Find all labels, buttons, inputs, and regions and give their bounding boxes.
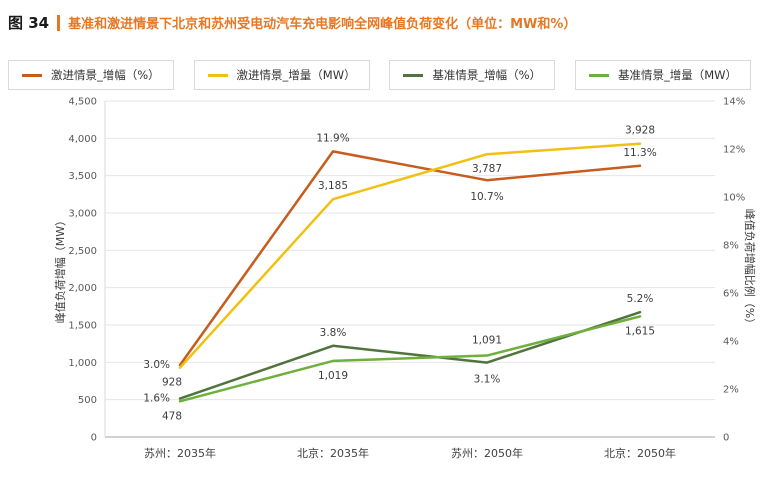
- right-tick-label: 0: [723, 433, 729, 444]
- left-tick-label: 3,000: [68, 209, 97, 220]
- right-tick-label: 12%: [723, 145, 745, 156]
- legend-label: 激进情景_增幅（%）: [51, 68, 160, 82]
- chart-legend: 激进情景_增幅（%） 激进情景_增量（MW） 基准情景_增幅（%） 基准情景_增…: [8, 60, 751, 90]
- legend-item-baseline-pct: 基准情景_增幅（%）: [389, 60, 556, 90]
- right-tick-label: 10%: [723, 193, 745, 204]
- data-label: 11.9%: [316, 132, 349, 144]
- right-tick-label: 8%: [723, 241, 739, 252]
- legend-swatch-aggressive-mw: [207, 73, 228, 77]
- right-axis-title: 峰值负荷增幅比例（%）: [743, 208, 756, 330]
- right-tick-label: 4%: [723, 337, 739, 348]
- accent-bar: [57, 14, 61, 31]
- left-tick-label: 4,000: [68, 134, 97, 145]
- data-label: 3.1%: [474, 374, 501, 386]
- left-tick-label: 0: [91, 433, 97, 444]
- data-label: 3,787: [472, 163, 502, 175]
- legend-item-aggressive-mw: 激进情景_增量（MW）: [193, 60, 370, 90]
- data-label: 11.3%: [623, 147, 656, 159]
- data-label: 5.2%: [627, 293, 654, 305]
- x-axis-label: 苏州：2050年: [451, 446, 523, 460]
- left-tick-label: 500: [78, 395, 97, 406]
- left-tick-label: 3,500: [68, 171, 97, 182]
- data-label: 3,185: [318, 180, 348, 192]
- data-label: 1,019: [318, 370, 348, 382]
- page-title: 基准和激进情景下北京和苏州受电动汽车充电影响全网峰值负荷变化（单位：MW和%）: [68, 17, 577, 32]
- series-line-2: [178, 310, 642, 400]
- x-axis-label: 北京：2035年: [297, 446, 369, 460]
- data-label: 928: [162, 377, 182, 389]
- left-axis-title: 峰值负荷增幅（MW）: [54, 214, 67, 324]
- series-line-1: [178, 142, 642, 369]
- legend-item-aggressive-pct: 激进情景_增幅（%）: [8, 60, 174, 90]
- data-label: 1.6%: [143, 393, 170, 405]
- data-label: 10.7%: [470, 191, 503, 203]
- left-tick-label: 1,500: [68, 321, 97, 332]
- figure-label: 图 34: [8, 14, 50, 32]
- x-axis-label: 北京：2050年: [604, 446, 676, 460]
- data-label: 1,615: [625, 325, 655, 337]
- right-tick-label: 6%: [723, 289, 739, 300]
- series-line-0: [178, 150, 642, 367]
- x-axis-label: 苏州：2035年: [144, 446, 216, 460]
- legend-swatch-baseline-pct: [403, 73, 424, 77]
- left-tick-label: 2,000: [68, 283, 97, 294]
- legend-swatch-aggressive-pct: [22, 73, 42, 77]
- figure-header: 图 34 基准和激进情景下北京和苏州受电动汽车充电影响全网峰值负荷变化（单位：M…: [8, 12, 771, 33]
- data-label: 478: [162, 410, 182, 422]
- left-tick-label: 2,500: [68, 246, 97, 257]
- data-label: 3.0%: [143, 359, 170, 371]
- data-label: 1,091: [472, 335, 502, 347]
- data-label: 3,928: [625, 125, 655, 137]
- right-tick-label: 2%: [723, 385, 739, 396]
- legend-label: 基准情景_增幅（%）: [432, 68, 542, 82]
- left-tick-label: 4,500: [68, 97, 97, 108]
- legend-item-baseline-mw: 基准情景_增量（MW）: [574, 60, 751, 90]
- series-line-3: [178, 315, 642, 403]
- left-tick-label: 1,000: [68, 358, 97, 369]
- legend-label: 激进情景_增量（MW）: [236, 68, 356, 82]
- legend-swatch-baseline-mw: [588, 73, 609, 77]
- right-tick-label: 14%: [723, 97, 745, 108]
- data-label: 3.8%: [320, 327, 347, 339]
- legend-label: 基准情景_增量（MW）: [617, 68, 737, 82]
